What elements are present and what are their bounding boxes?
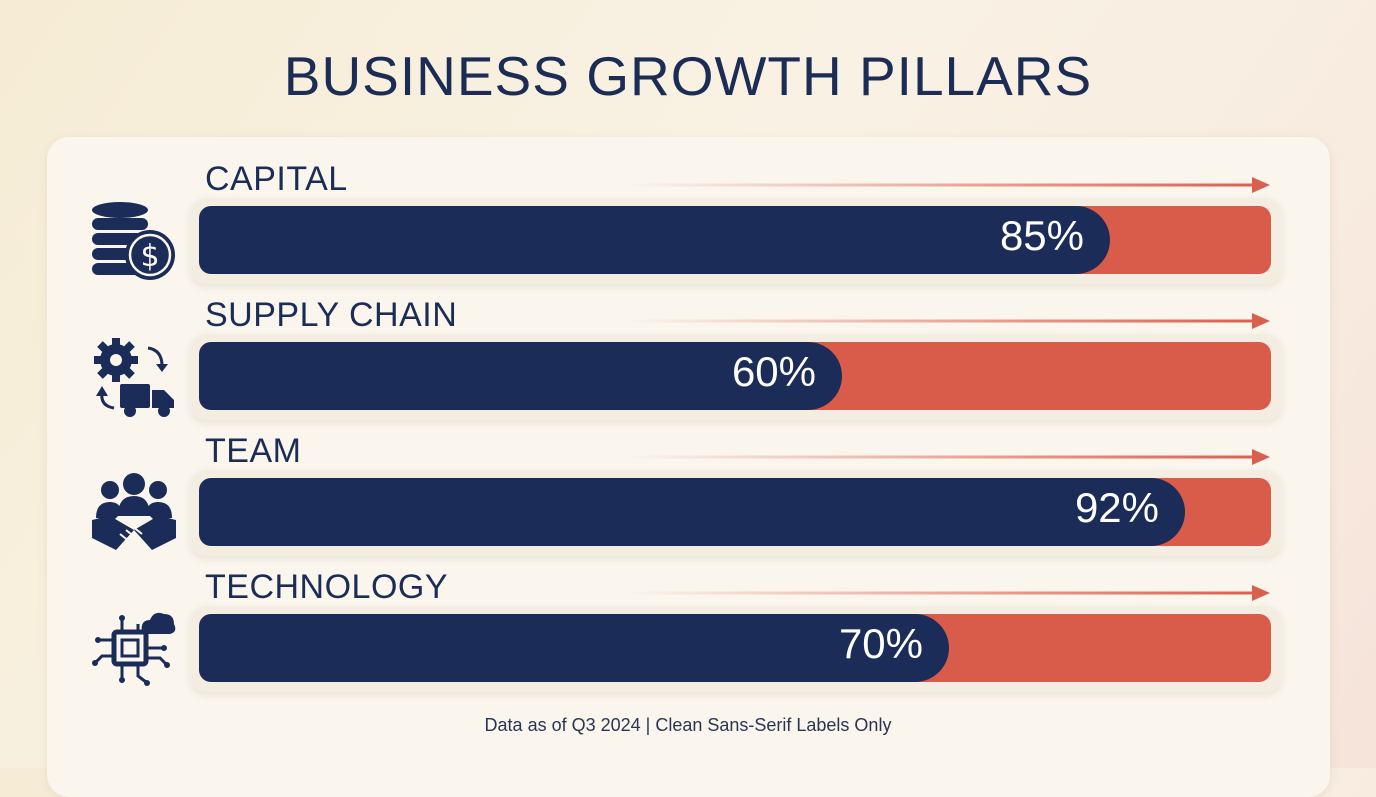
bar-value-label: 70% xyxy=(838,620,923,667)
team-handshake-icon xyxy=(90,472,178,554)
pillar-row-team: TEAM 92% xyxy=(0,410,1376,556)
trend-arrow-icon xyxy=(620,585,1270,601)
pillar-row-capital: $ CAPITAL 85% xyxy=(0,138,1376,284)
chip-cloud-icon xyxy=(90,608,178,690)
bar-value-label: 60% xyxy=(731,348,816,395)
bar-value-label: 92% xyxy=(1074,484,1159,531)
bar-remainder: 85% xyxy=(199,206,1271,274)
bar-capital xyxy=(199,206,1110,274)
bar-remainder: 70% xyxy=(199,614,1271,682)
category-label: SUPPLY CHAIN xyxy=(205,296,458,334)
category-label: CAPITAL xyxy=(205,160,348,198)
svg-text:$: $ xyxy=(140,239,159,274)
gear-truck-icon xyxy=(90,336,178,418)
category-label: TEAM xyxy=(205,432,302,470)
bar-remainder: 92% xyxy=(199,478,1271,546)
coins-dollar-icon: $ xyxy=(90,200,178,282)
footer-note: Data as of Q3 2024 | Clean Sans-Serif La… xyxy=(484,715,892,735)
pillar-row-supply-chain: SUPPLY CHAIN 60% xyxy=(0,274,1376,420)
bar-supply-chain xyxy=(199,342,842,410)
trend-arrow-icon xyxy=(620,313,1270,329)
trend-arrow-icon xyxy=(620,177,1270,193)
page-title: BUSINESS GROWTH PILLARS xyxy=(283,45,1093,107)
bar-value-label: 85% xyxy=(999,212,1084,259)
trend-arrow-icon xyxy=(620,449,1270,465)
pillar-row-technology: TECHNOLOGY 70% xyxy=(0,546,1376,692)
category-label: TECHNOLOGY xyxy=(205,568,449,606)
bar-technology xyxy=(199,614,949,682)
bar-team xyxy=(199,478,1185,546)
bar-remainder: 60% xyxy=(199,342,1271,410)
